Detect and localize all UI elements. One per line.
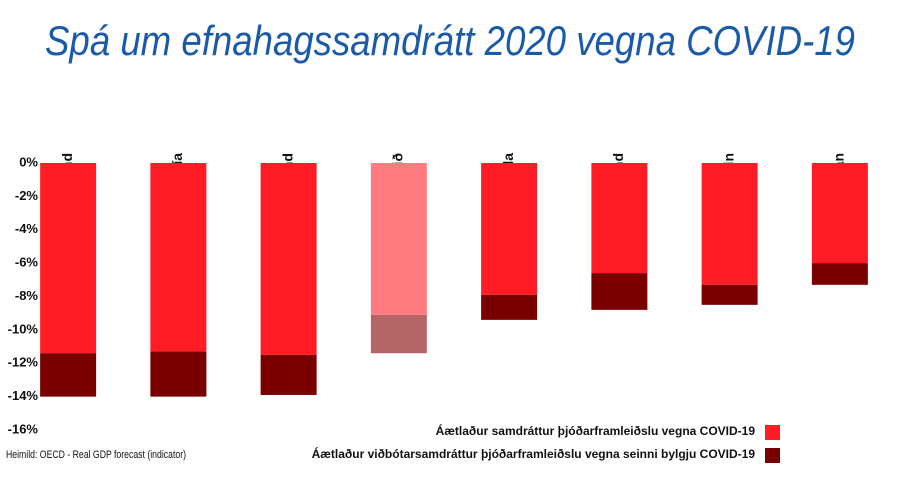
- y-tick-label: -16%: [8, 421, 39, 436]
- bar: [150, 163, 207, 352]
- bar: [370, 163, 427, 315]
- bar: [260, 354, 317, 395]
- y-tick-label: -12%: [8, 355, 39, 370]
- y-tick-label: -8%: [15, 288, 39, 303]
- legend-swatch: [765, 448, 780, 463]
- chart-title: Spá um efnahagssamdrátt 2020 vegna COVID…: [45, 17, 855, 64]
- bar: [701, 163, 758, 285]
- bar: [811, 263, 868, 285]
- source: Heimild: OECD - Real GDP forecast (indic…: [6, 449, 186, 461]
- y-tick-label: 0%: [19, 154, 38, 169]
- y-tick-label: -14%: [8, 388, 39, 403]
- legend-label: Áætlaður samdráttur þjóðarframleiðslu ve…: [436, 423, 756, 438]
- bar: [811, 163, 868, 264]
- bar: [40, 163, 97, 354]
- bar: [591, 163, 648, 274]
- bar: [40, 353, 97, 397]
- bar: [370, 314, 427, 354]
- bar: [150, 351, 207, 397]
- legend-swatch: [765, 425, 780, 440]
- y-tick-label: -6%: [15, 255, 39, 270]
- y-tick-label: -10%: [8, 321, 39, 336]
- legend-label: Áætlaður viðbótarsamdráttur þjóðarframle…: [312, 446, 756, 461]
- y-tick-label: -4%: [15, 221, 39, 236]
- bar: [591, 273, 648, 310]
- bar: [481, 294, 538, 320]
- bar: [701, 284, 758, 305]
- bar: [260, 163, 317, 355]
- bar: [481, 163, 538, 295]
- y-tick-label: -2%: [15, 188, 39, 203]
